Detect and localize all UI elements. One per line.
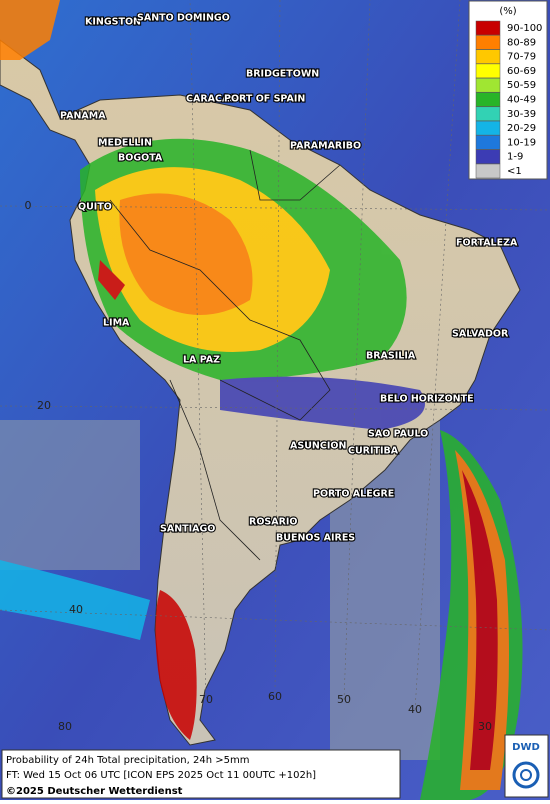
city-label: SANTIAGO — [160, 524, 215, 535]
caption-box — [1, 749, 401, 799]
city-label: PANAMA — [60, 111, 106, 122]
grid-label: 80 — [58, 720, 72, 733]
city-label: LIMA — [103, 318, 130, 329]
logo: DWD — [512, 742, 540, 753]
borders — [109, 149, 341, 561]
city-label: QUITO — [78, 202, 112, 213]
grid-label: 0 — [25, 199, 32, 212]
grid-label: 50 — [337, 693, 351, 706]
legend-swatch — [475, 92, 501, 107]
city-label: ASUNCION — [290, 441, 346, 452]
legend: (%) 90-100 80-89 70-79 60-69 50-59 40-49 30-39… — [468, 0, 548, 180]
city-label: SAO PAULO — [368, 429, 428, 440]
legend-label: 10-19 — [507, 137, 536, 148]
city-label: LA PAZ — [183, 355, 220, 366]
legend-label: 30-39 — [507, 109, 536, 120]
legend-swatch — [475, 77, 501, 93]
grid-label: 40 — [408, 703, 422, 716]
logo-swirl — [520, 769, 532, 781]
dry-ocean — [0, 420, 140, 570]
city-label: MEDELLIN — [98, 138, 152, 149]
caption-line: FT: Wed 15 Oct 06 UTC [ICON EPS 2025 Oct… — [6, 770, 316, 781]
legend-swatch — [475, 63, 501, 79]
legend-label: 40-49 — [507, 95, 536, 106]
legend-swatch — [475, 149, 501, 164]
legend-title: (%) — [499, 6, 516, 17]
city-label: BOGOTA — [118, 153, 163, 164]
legend-swatch — [475, 20, 501, 36]
city-label: KINGSTON — [85, 17, 141, 28]
legend-label: 50-59 — [507, 80, 536, 91]
legend-label: 20-29 — [507, 123, 536, 134]
legend-label: 60-69 — [507, 66, 536, 77]
caption-line: Probability of 24h Total precipitation, … — [6, 755, 249, 766]
legend-swatch — [475, 35, 501, 50]
city-label: BELO HORIZONTE — [380, 394, 474, 405]
logo-swirl — [512, 761, 540, 789]
legend-swatch — [475, 49, 501, 64]
legend-label: 90-100 — [507, 23, 542, 34]
city-label: PARAMARIBO — [290, 141, 361, 152]
city-label: ROSARIO — [249, 517, 298, 528]
city-label: PORTO ALEGRE — [313, 489, 394, 500]
legend-swatch — [475, 106, 501, 122]
graticule — [0, 0, 550, 711]
grid-label: 70 — [199, 693, 213, 706]
city-label: BRIDGETOWN — [246, 69, 319, 80]
legend-swatch — [475, 163, 501, 179]
city-label: FORTALEZA — [456, 238, 518, 249]
city-label: SALVADOR — [452, 329, 509, 340]
legend-swatch — [475, 135, 501, 150]
legend-label: 70-79 — [507, 52, 536, 63]
grid-label: 40 — [69, 603, 83, 616]
legend-label: 1-9 — [507, 152, 523, 163]
city-label: CURITIBA — [348, 446, 399, 457]
city-label: BUENOS AIRES — [276, 533, 355, 544]
precip — [0, 0, 523, 800]
city-label: SANTO DOMINGO — [137, 13, 230, 24]
city-label: BRASILIA — [366, 351, 416, 362]
grid-label: 30 — [478, 720, 492, 733]
caption-line: ©2025 Deutscher Wetterdienst — [6, 786, 183, 797]
grid-label: 60 — [268, 690, 282, 703]
legend-label: 80-89 — [507, 37, 536, 48]
legend-swatch — [475, 120, 501, 136]
city-label: PORT OF SPAIN — [224, 94, 305, 105]
grid-label: 20 — [37, 399, 51, 412]
city-label: CARACAS — [186, 94, 236, 105]
legend-label: <1 — [507, 166, 522, 177]
